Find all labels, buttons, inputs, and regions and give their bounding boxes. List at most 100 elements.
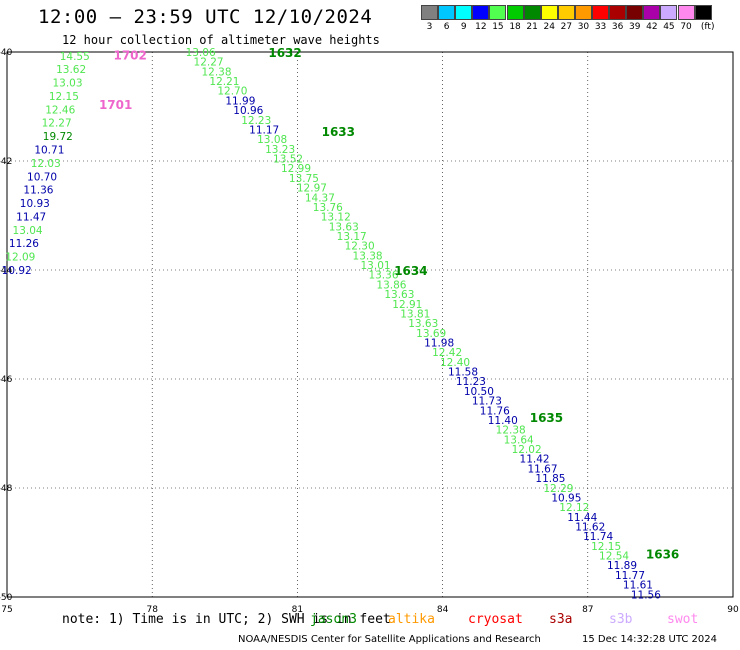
wave-height-label: 11.85 <box>535 473 565 485</box>
wave-height-label: 11.89 <box>607 560 637 572</box>
wave-height-label: 11.73 <box>472 396 502 408</box>
wave-height-label: 11.44 <box>567 512 597 524</box>
colorbar-swatch <box>694 5 712 20</box>
wave-height-label: 13.01 <box>361 260 391 272</box>
wave-height-label: 13.63 <box>384 289 414 301</box>
colorbar-label: 39 <box>629 22 641 32</box>
wave-height-label: 13.64 <box>504 434 534 446</box>
wave-height-label: 12.30 <box>345 241 375 253</box>
satellite-legend-item: altika <box>388 612 435 627</box>
wave-height-label: 12.03 <box>31 158 61 170</box>
colorbar-swatch <box>421 5 439 20</box>
y-tick-label: -46 <box>0 375 13 385</box>
wave-height-label: 11.23 <box>456 376 486 388</box>
x-tick-label: 81 <box>292 605 303 615</box>
colorbar-label: 70 <box>680 22 692 32</box>
colorbar-swatch <box>472 5 490 20</box>
wave-height-label: 12.70 <box>217 86 247 98</box>
colorbar-swatch <box>523 5 541 20</box>
wave-height-label: 11.47 <box>16 211 46 223</box>
colorbar-swatch <box>660 5 678 20</box>
colorbar-swatch <box>574 5 592 20</box>
wave-height-label: 13.12 <box>321 212 351 224</box>
wave-height-label: 12.29 <box>543 483 573 495</box>
colorbar-swatch <box>609 5 627 20</box>
wave-height-label: 11.56 <box>631 589 661 601</box>
wave-height-label: 12.27 <box>42 118 72 130</box>
map-frame <box>6 51 734 598</box>
wave-height-label: 12.38 <box>201 66 231 78</box>
colorbar-label: 21 <box>526 22 538 32</box>
y-tick-label: -40 <box>0 48 13 58</box>
wave-height-label: 12.46 <box>45 104 75 116</box>
wave-height-label: 10.50 <box>464 386 494 398</box>
wave-height-label: 11.36 <box>23 185 53 197</box>
colorbar-swatch <box>438 5 456 20</box>
wave-height-label: 12.54 <box>599 551 629 563</box>
wave-height-label: 13.04 <box>13 225 43 237</box>
wave-height-label: 12.97 <box>297 183 327 195</box>
wave-height-label: 12.21 <box>209 76 239 88</box>
colorbar-label: 36 <box>611 22 624 32</box>
x-tick-label: 90 <box>727 605 739 615</box>
colorbar-label: 12 <box>475 22 487 32</box>
wave-height-label: 14.37 <box>305 192 335 204</box>
wave-height-label: 13.36 <box>368 270 398 282</box>
pass-time-label: 1701 <box>99 98 132 112</box>
pass-time-label: 1636 <box>646 547 679 561</box>
y-tick-label: -42 <box>0 157 12 167</box>
wave-height-label: 13.69 <box>416 328 446 340</box>
colorbar-unit: (ft) <box>700 22 715 32</box>
wave-height-label: 12.15 <box>591 541 621 553</box>
wave-height-label: 13.06 <box>186 47 216 59</box>
colorbar-label: 3 <box>426 22 433 32</box>
wave-height-label: 10.92 <box>2 265 32 277</box>
wave-height-label: 11.26 <box>9 238 39 250</box>
wave-height-label: 11.67 <box>527 463 557 475</box>
wave-height-label: 13.86 <box>376 279 406 291</box>
colorbar-label: 15 <box>492 22 504 32</box>
wave-height-label: 10.95 <box>551 492 581 504</box>
colorbar-label: 6 <box>443 22 450 32</box>
colorbar-label: 9 <box>460 22 467 32</box>
credit-text: NOAA/NESDIS Center for Satellite Applica… <box>238 634 541 645</box>
colorbar-label: 30 <box>577 22 590 32</box>
wave-height-label: 12.23 <box>241 115 271 127</box>
colorbar-swatch <box>506 5 524 20</box>
wave-height-label: 12.91 <box>392 299 422 311</box>
wave-height-label: 12.12 <box>559 502 589 514</box>
y-tick-label: -50 <box>0 593 13 603</box>
wave-height-label: 13.38 <box>353 250 383 262</box>
wave-height-label: 12.09 <box>5 252 35 264</box>
wave-height-label: 10.96 <box>233 105 263 117</box>
wave-height-label: 11.74 <box>583 531 613 543</box>
generated-timestamp: 15 Dec 14:32:28 UTC 2024 <box>582 634 717 645</box>
wave-height-label: 19.72 <box>43 131 73 143</box>
wave-height-label: 14.55 <box>60 51 90 63</box>
pass-time-label: 1635 <box>530 411 563 425</box>
wave-height-label: 11.98 <box>424 338 454 350</box>
wave-height-label: 13.62 <box>56 64 86 76</box>
colorbar-label: 45 <box>663 22 675 32</box>
page-title: 12:00 – 23:59 UTC 12/10/2024 <box>38 6 373 28</box>
x-tick-label: 78 <box>146 605 158 615</box>
colorbar-swatch <box>626 5 644 20</box>
pass-time-label: 1632 <box>268 46 301 60</box>
wave-height-label: 11.76 <box>480 405 510 417</box>
pass-time-label: 1633 <box>322 125 355 139</box>
colorbar-swatch <box>540 5 558 20</box>
satellite-legend-item: cryosat <box>468 612 523 627</box>
wave-height-label: 13.23 <box>265 144 295 156</box>
wave-height-label: 10.93 <box>20 198 50 210</box>
wave-height-label: 12.02 <box>512 444 542 456</box>
satellite-legend-item: swot <box>667 612 699 627</box>
satellite-legend-item: s3a <box>549 612 573 627</box>
wave-height-label: 11.77 <box>615 570 645 582</box>
colorbar-label: 18 <box>509 22 521 32</box>
colorbar-swatch <box>643 5 661 20</box>
x-tick-label: 75 <box>1 605 12 615</box>
wave-height-label: 13.75 <box>289 173 319 185</box>
colorbar-label: 24 <box>543 22 555 32</box>
satellite-legend-item: s3b <box>609 612 633 627</box>
